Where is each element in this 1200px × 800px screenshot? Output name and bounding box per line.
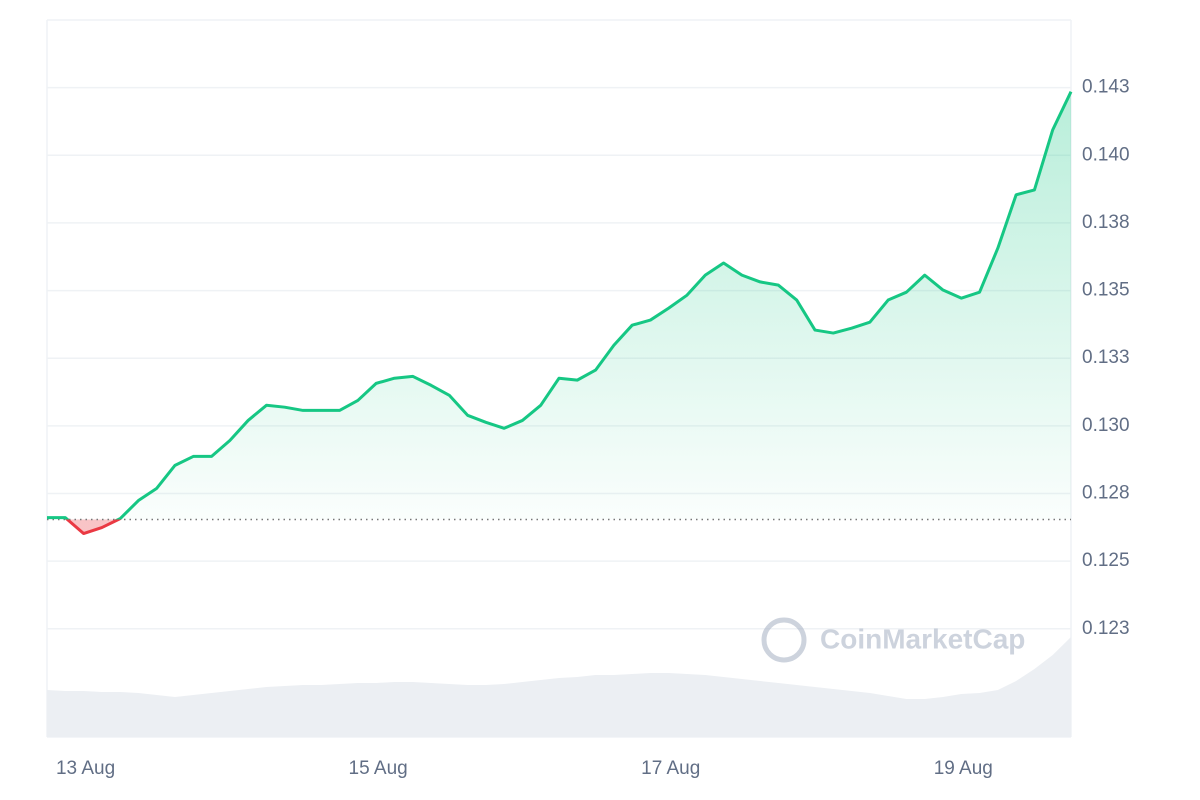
y-tick-label: 0.143 xyxy=(1082,77,1130,98)
watermark-logo xyxy=(761,617,807,663)
y-tick-label: 0.138 xyxy=(1082,212,1130,233)
x-tick-label: 13 Aug xyxy=(56,758,115,779)
y-tick-label: 0.140 xyxy=(1082,144,1130,165)
price-area xyxy=(47,91,1071,534)
price-line xyxy=(47,91,1073,536)
y-tick-label: 0.125 xyxy=(1082,550,1130,571)
x-tick-label: 15 Aug xyxy=(349,758,408,779)
y-tick-label: 0.135 xyxy=(1082,280,1130,301)
watermark-text: CoinMarketCap xyxy=(820,623,1025,654)
y-tick-label: 0.123 xyxy=(1082,618,1130,639)
x-tick-label: 19 Aug xyxy=(934,758,993,779)
y-tick-label: 0.130 xyxy=(1082,415,1130,436)
watermark: CoinMarketCap xyxy=(761,617,1025,663)
y-tick-label: 0.128 xyxy=(1082,483,1130,504)
volume-area xyxy=(47,637,1071,737)
y-tick-label: 0.133 xyxy=(1082,347,1130,368)
x-tick-label: 17 Aug xyxy=(641,758,700,779)
